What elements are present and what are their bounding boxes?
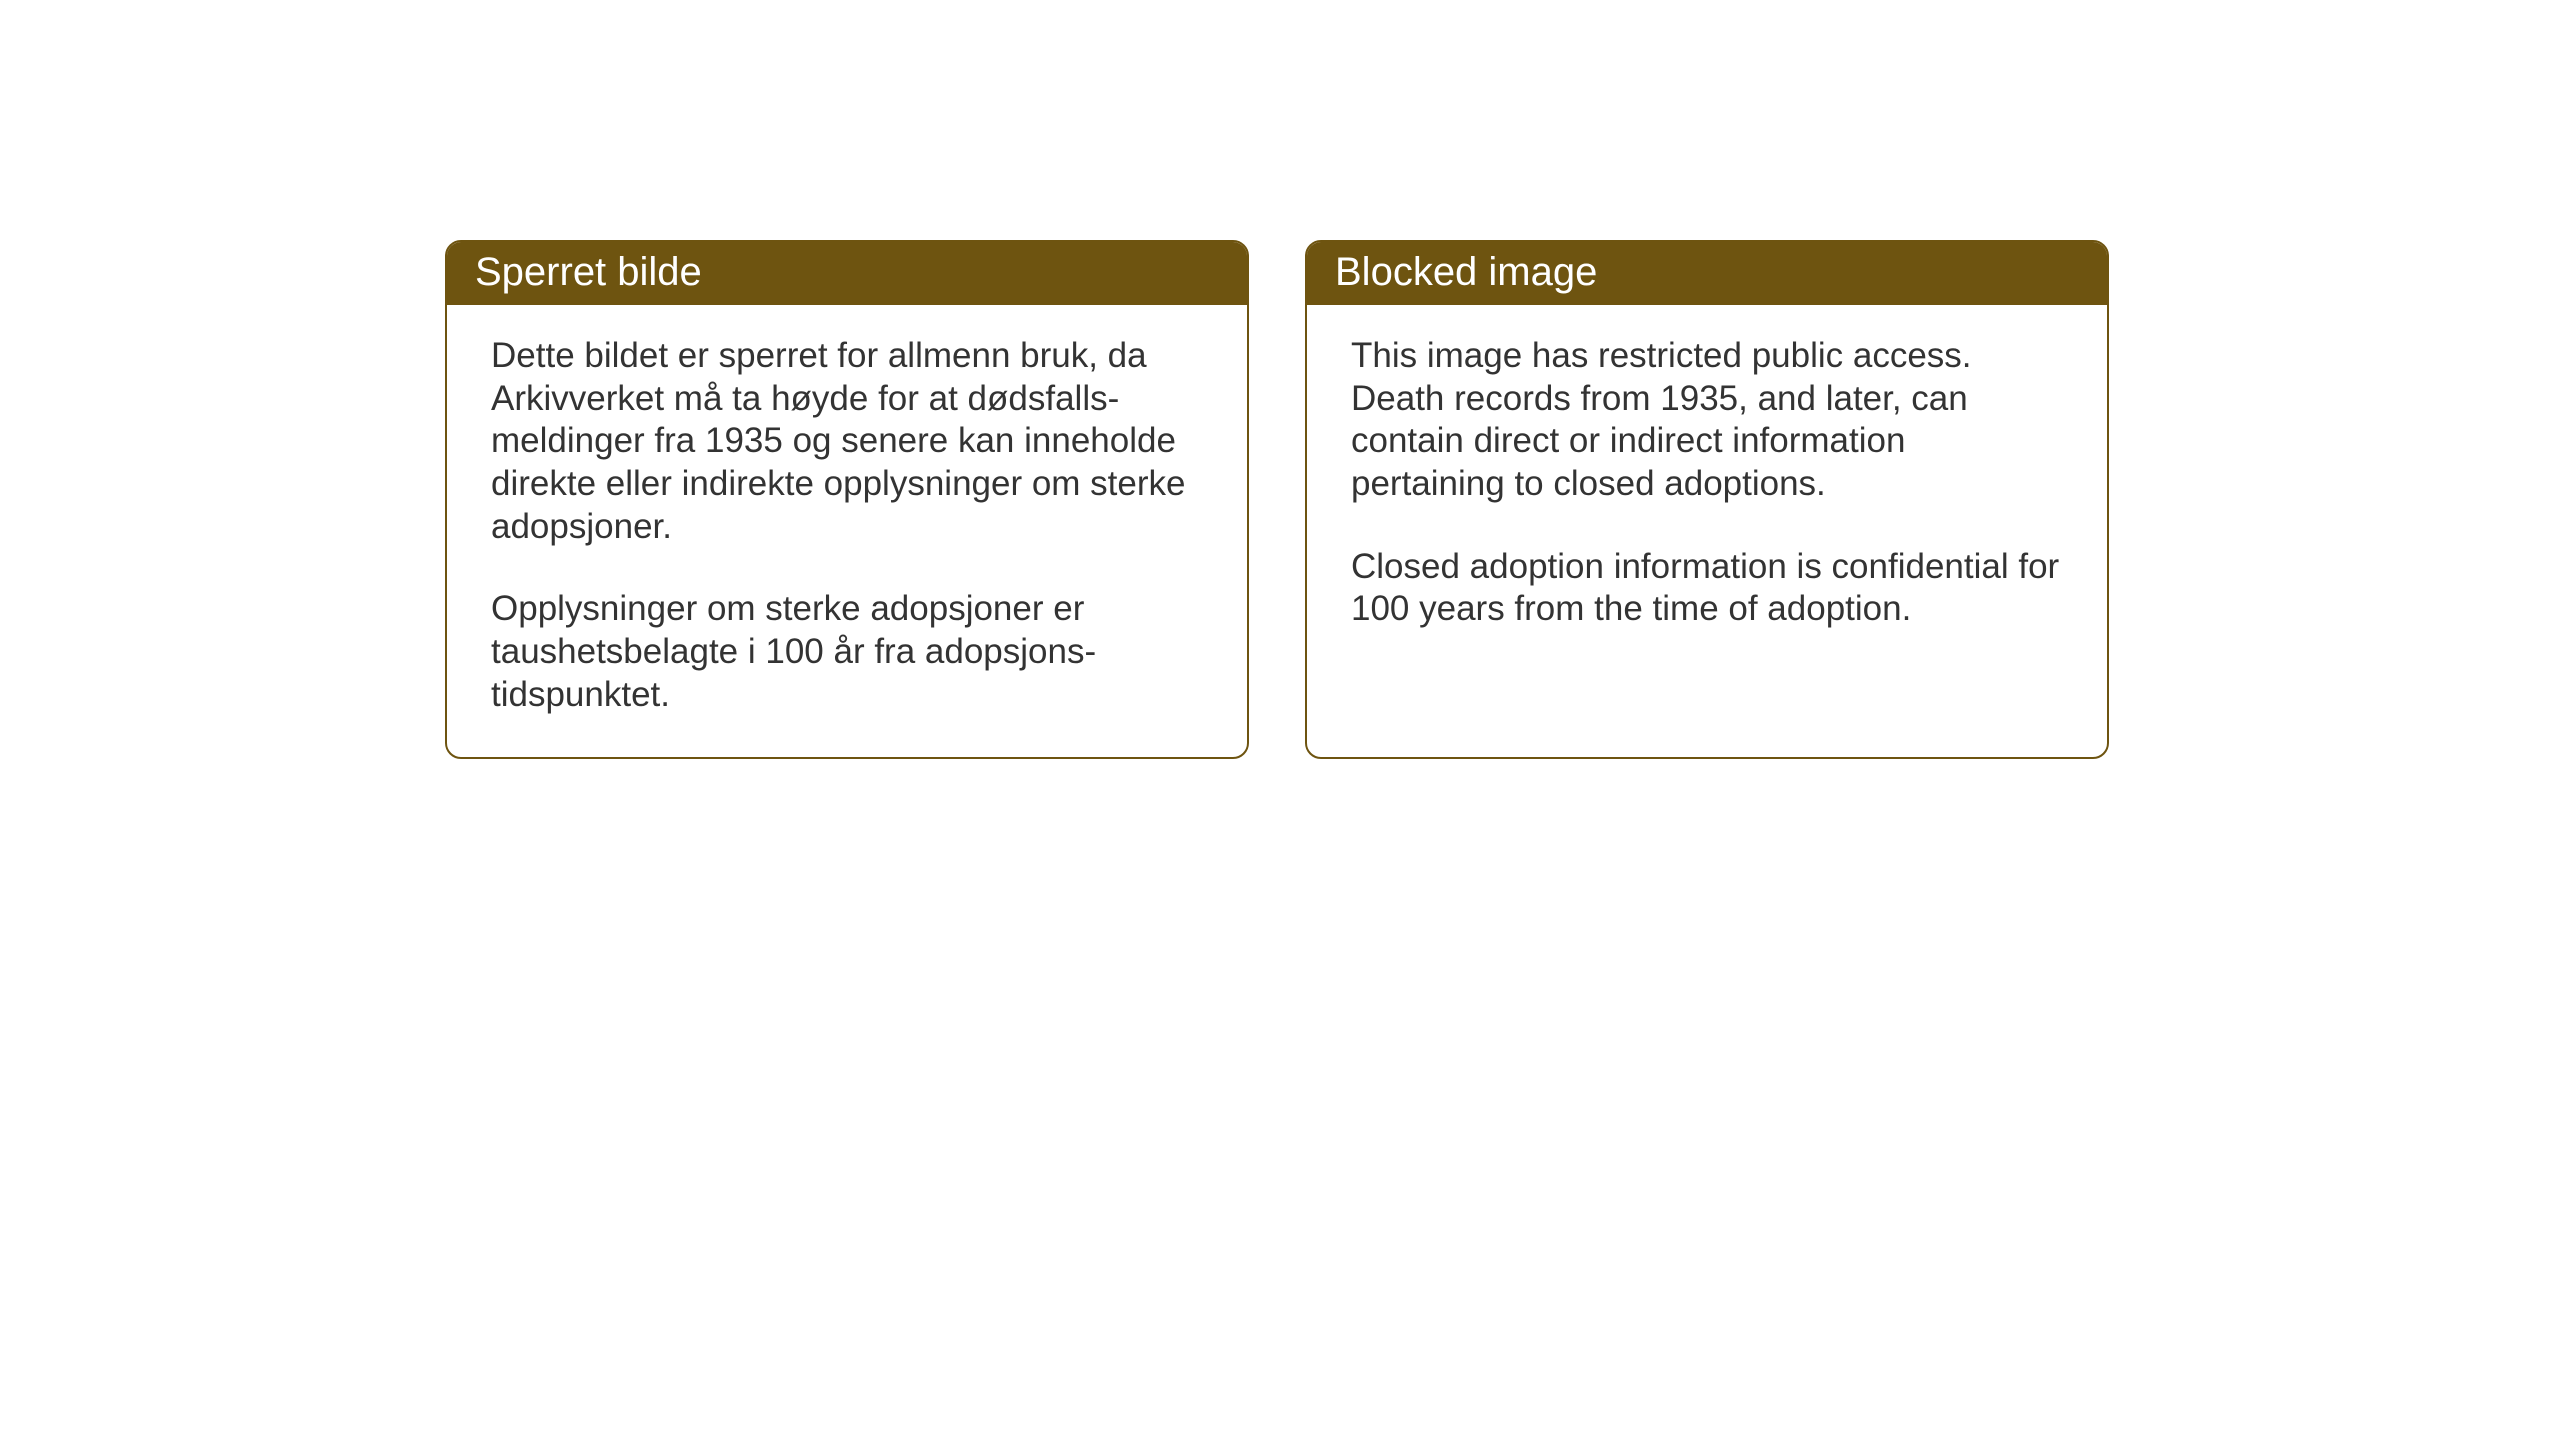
- norwegian-paragraph-1: Dette bildet er sperret for allmenn bruk…: [491, 335, 1203, 548]
- english-notice-card: Blocked image This image has restricted …: [1305, 240, 2109, 759]
- english-card-title: Blocked image: [1307, 242, 2107, 305]
- english-paragraph-1: This image has restricted public access.…: [1351, 335, 2063, 506]
- norwegian-card-title: Sperret bilde: [447, 242, 1247, 305]
- norwegian-notice-card: Sperret bilde Dette bildet er sperret fo…: [445, 240, 1249, 759]
- english-paragraph-2: Closed adoption information is confident…: [1351, 546, 2063, 631]
- norwegian-card-body: Dette bildet er sperret for allmenn bruk…: [447, 305, 1247, 757]
- notice-container: Sperret bilde Dette bildet er sperret fo…: [445, 240, 2109, 759]
- norwegian-paragraph-2: Opplysninger om sterke adopsjoner er tau…: [491, 588, 1203, 716]
- english-card-body: This image has restricted public access.…: [1307, 305, 2107, 671]
